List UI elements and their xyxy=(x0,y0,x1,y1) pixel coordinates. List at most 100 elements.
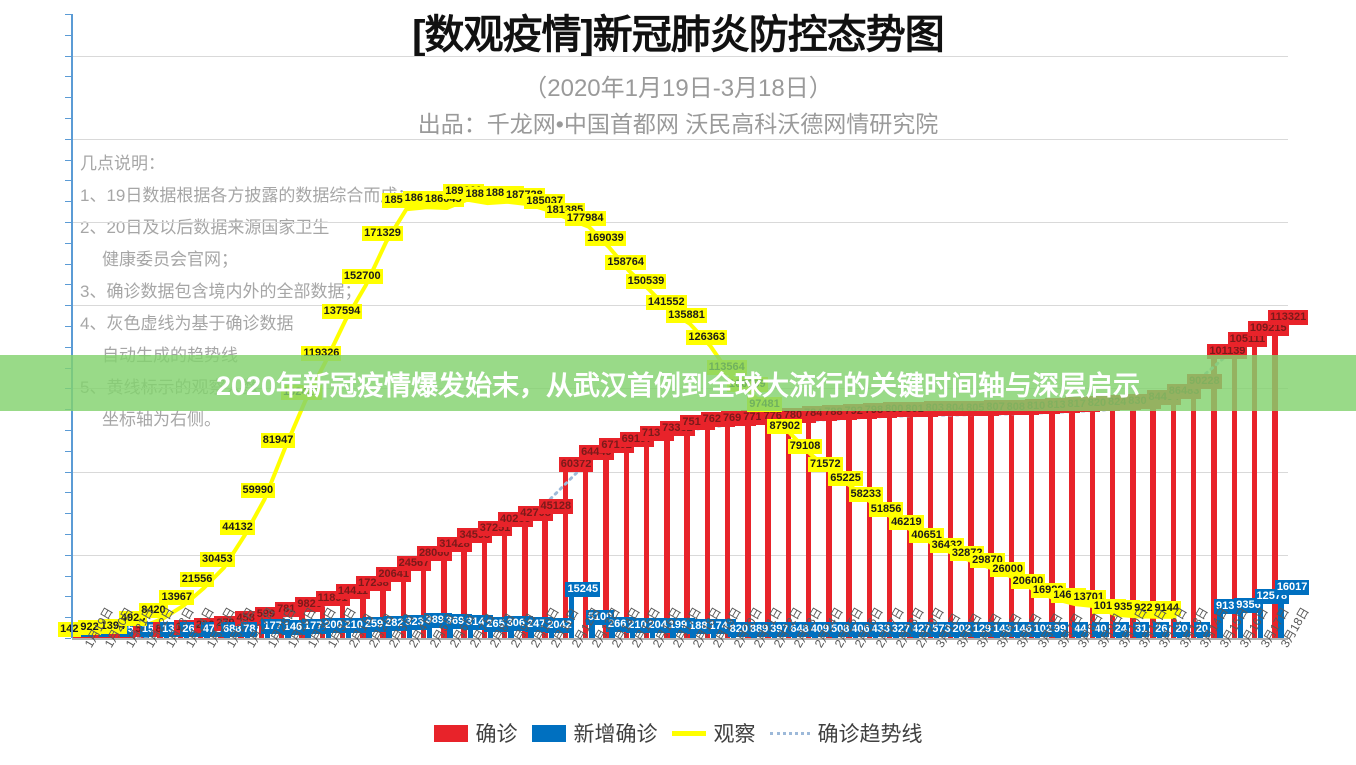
table-row xyxy=(1109,409,1116,638)
table-row xyxy=(487,630,494,638)
legend-label: 新增确诊 xyxy=(573,723,658,746)
table-row xyxy=(852,636,859,638)
y-axis-tick-mark xyxy=(65,242,71,244)
table-row xyxy=(791,636,798,638)
legend-label: 确诊趋势线 xyxy=(817,723,923,746)
table-row xyxy=(968,414,974,638)
notes-heading: 几点说明： xyxy=(80,154,165,173)
table-row xyxy=(1197,636,1203,638)
new-confirmed-data-label: 146 xyxy=(1011,622,1034,637)
table-row xyxy=(360,590,366,638)
table-row xyxy=(812,636,818,638)
table-row xyxy=(927,415,934,638)
table-row xyxy=(441,550,447,638)
blue-square-icon xyxy=(531,724,566,742)
table-row xyxy=(285,633,291,638)
table-row xyxy=(562,470,569,638)
table-row xyxy=(684,429,690,638)
observation-data-label: 8420 xyxy=(139,602,168,618)
legend-item[interactable]: 确诊趋势线 xyxy=(769,718,923,748)
table-row xyxy=(1191,387,1197,638)
new-confirmed-data-label: 15245 xyxy=(565,581,601,597)
legend-item[interactable]: 新增确诊 xyxy=(531,718,658,748)
table-row xyxy=(730,635,737,638)
observation-data-label: 81947 xyxy=(260,432,296,448)
legend-item[interactable]: 确诊 xyxy=(433,718,518,748)
table-row xyxy=(305,633,311,638)
new-confirmed-data-label: 2042 xyxy=(545,618,574,634)
table-row xyxy=(1116,636,1122,638)
table-row xyxy=(1034,636,1041,638)
table-row xyxy=(461,542,467,638)
y-axis-tick-mark xyxy=(65,284,71,286)
table-row xyxy=(933,636,940,638)
table-row xyxy=(568,595,575,638)
new-confirmed-data-label: 889 xyxy=(747,621,771,637)
y-axis-tick-mark xyxy=(65,159,71,161)
new-confirmed-data-label: 327 xyxy=(889,622,913,637)
observation-data-label: 135881 xyxy=(666,307,707,323)
table-row xyxy=(832,636,838,638)
table-row xyxy=(1049,412,1055,638)
y-axis-tick-mark xyxy=(65,346,71,348)
table-row xyxy=(501,526,508,638)
new-confirmed-data-label: 20 xyxy=(1173,622,1190,637)
table-row xyxy=(1217,612,1223,638)
table-row xyxy=(710,633,717,638)
observation-data-label: 44132 xyxy=(220,520,255,535)
table-row xyxy=(542,512,548,638)
y-axis-tick-mark xyxy=(65,450,71,452)
new-confirmed-data-label: 20 xyxy=(1193,622,1210,637)
chart-subtitle: （2020年1月19日-3月18日） xyxy=(523,75,833,102)
table-row xyxy=(643,440,650,638)
table-row xyxy=(426,627,433,638)
table-row xyxy=(1231,346,1238,638)
table-row xyxy=(866,416,873,638)
table-row xyxy=(670,632,676,638)
y-axis-tick-mark xyxy=(65,596,71,598)
note-item-1: 1、19日数据根据各方披露的数据综合而成； xyxy=(80,186,415,205)
dotted-line-icon xyxy=(769,731,810,735)
confirmed-data-label: 60372 xyxy=(558,456,594,472)
new-confirmed-data-label: 409 xyxy=(808,622,832,637)
observation-data-label: 158764 xyxy=(605,255,647,271)
table-row xyxy=(745,424,751,638)
chart-legend: 确诊 新增确诊 观察 确诊趋势线 xyxy=(0,718,1356,748)
new-confirmed-data-label: 24 xyxy=(1112,622,1129,637)
observation-data-label: 87902 xyxy=(767,418,803,434)
table-row xyxy=(826,419,832,638)
y-axis-tick-mark xyxy=(65,430,71,431)
y-axis-tick-mark xyxy=(65,326,71,327)
observation-data-label: 9144 xyxy=(1152,600,1182,616)
table-row xyxy=(1136,636,1142,638)
table-row xyxy=(1130,407,1136,638)
table-row xyxy=(1257,603,1264,638)
table-row xyxy=(1170,398,1177,638)
gridline xyxy=(72,471,1288,473)
legend-label: 观察 xyxy=(713,723,756,746)
note-item-4: 4、灰色虚线为基于确诊数据 xyxy=(80,314,294,333)
table-row xyxy=(724,424,731,638)
y-axis-tick-mark xyxy=(65,638,71,639)
y-axis-tick-mark xyxy=(65,97,71,99)
observation-data-label: 169039 xyxy=(585,231,626,247)
legend-item[interactable]: 观察 xyxy=(671,718,756,748)
new-confirmed-data-label: 44 xyxy=(1072,622,1089,637)
observation-data-label: 46219 xyxy=(889,515,924,531)
observation-data-label: 922 xyxy=(78,619,101,635)
table-row xyxy=(583,459,589,638)
y-axis-tick-mark xyxy=(65,554,71,556)
table-row xyxy=(163,636,169,638)
observation-data-label: 171329 xyxy=(362,226,403,242)
table-row xyxy=(339,598,346,638)
y-axis-tick-mark xyxy=(65,575,71,577)
y-axis-tick-mark xyxy=(65,180,71,182)
table-row xyxy=(1008,413,1015,638)
y-axis-tick-mark xyxy=(65,305,71,307)
table-row xyxy=(589,623,595,638)
observation-data-label: 30453 xyxy=(200,551,235,567)
table-row xyxy=(953,636,960,638)
new-confirmed-data-label: 78 xyxy=(241,622,258,637)
table-row xyxy=(1211,357,1217,638)
